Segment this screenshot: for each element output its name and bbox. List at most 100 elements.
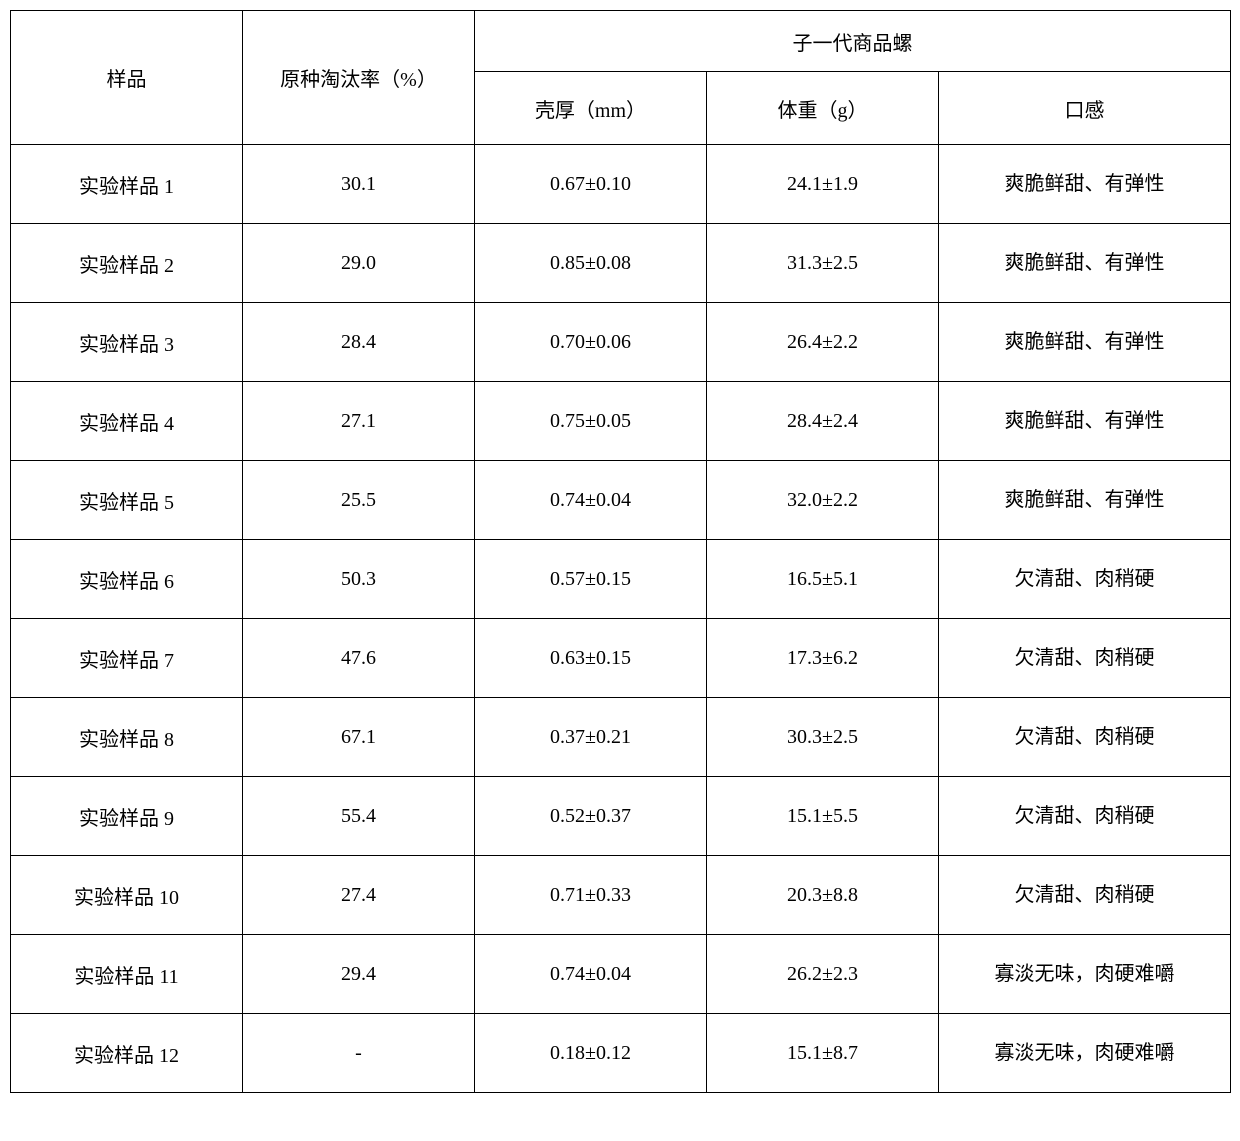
cell-weight: 32.0±2.2 — [707, 461, 939, 540]
cell-weight: 31.3±2.5 — [707, 224, 939, 303]
cell-shell-value: 0.52±0.37 — [475, 805, 706, 828]
cell-shell-value: 0.57±0.15 — [475, 568, 706, 591]
cell-shell-value: 0.85±0.08 — [475, 252, 706, 275]
cell-weight-value: 20.3±8.8 — [707, 884, 938, 907]
cell-rate-value: 28.4 — [243, 331, 474, 354]
table-row: 实验样品 525.50.74±0.0432.0±2.2 爽脆鲜甜、有弹性 — [11, 461, 1231, 540]
cell-sample-value: 实验样品 12 — [11, 1039, 242, 1068]
cell-taste: 欠清甜、肉稍硬 — [939, 540, 1231, 619]
cell-sample-value: 实验样品 9 — [11, 802, 242, 831]
cell-weight-value: 26.4±2.2 — [707, 331, 938, 354]
cell-taste: 欠清甜、肉稍硬 — [939, 619, 1231, 698]
cell-sample: 实验样品 5 — [11, 461, 243, 540]
cell-taste-value: 爽脆鲜甜、有弹性 — [991, 331, 1179, 353]
cell-rate-value: 47.6 — [243, 647, 474, 670]
col-taste-header: 口感 — [939, 72, 1231, 145]
col-rate-header: 原种淘汰率（%） — [243, 11, 475, 145]
cell-shell-value: 0.74±0.04 — [475, 489, 706, 512]
cell-shell: 0.74±0.04 — [475, 935, 707, 1014]
cell-shell-value: 0.75±0.05 — [475, 410, 706, 433]
table-row: 实验样品 867.10.37±0.2130.3±2.5 欠清甜、肉稍硬 — [11, 698, 1231, 777]
cell-rate: 25.5 — [243, 461, 475, 540]
table-row: 实验样品 955.40.52±0.3715.1±5.5 欠清甜、肉稍硬 — [11, 777, 1231, 856]
cell-taste: 寡淡无味，肉硬难嚼 — [939, 1014, 1231, 1093]
cell-taste: 欠清甜、肉稍硬 — [939, 777, 1231, 856]
data-table: 样品 原种淘汰率（%） 子一代商品螺 壳厚（mm） 体重（g） 口感 实验样品 … — [10, 10, 1231, 1093]
cell-weight: 28.4±2.4 — [707, 382, 939, 461]
cell-taste: 爽脆鲜甜、有弹性 — [939, 461, 1231, 540]
col-group-label: 子一代商品螺 — [475, 27, 1230, 56]
cell-shell: 0.37±0.21 — [475, 698, 707, 777]
cell-sample: 实验样品 12 — [11, 1014, 243, 1093]
cell-sample-value: 实验样品 10 — [11, 881, 242, 910]
cell-taste-value: 欠清甜、肉稍硬 — [1001, 647, 1169, 669]
cell-weight-value: 17.3±6.2 — [707, 647, 938, 670]
cell-weight: 26.2±2.3 — [707, 935, 939, 1014]
cell-shell: 0.75±0.05 — [475, 382, 707, 461]
cell-sample-value: 实验样品 1 — [11, 170, 242, 199]
cell-weight: 30.3±2.5 — [707, 698, 939, 777]
cell-sample-value: 实验样品 5 — [11, 486, 242, 515]
cell-shell-value: 0.37±0.21 — [475, 726, 706, 749]
col-sample-label: 样品 — [11, 63, 242, 92]
cell-weight-value: 15.1±5.5 — [707, 805, 938, 828]
cell-sample: 实验样品 2 — [11, 224, 243, 303]
cell-shell-value: 0.74±0.04 — [475, 963, 706, 986]
table-row: 实验样品 1129.40.74±0.0426.2±2.3寡淡无味，肉硬难嚼 — [11, 935, 1231, 1014]
cell-shell-value: 0.67±0.10 — [475, 173, 706, 196]
col-rate-label: 原种淘汰率（%） — [243, 63, 474, 92]
cell-taste-value: 爽脆鲜甜、有弹性 — [991, 489, 1179, 511]
cell-rate-value: 27.1 — [243, 410, 474, 433]
cell-rate-value: 29.0 — [243, 252, 474, 275]
cell-weight-value: 32.0±2.2 — [707, 489, 938, 512]
cell-shell-value: 0.71±0.33 — [475, 884, 706, 907]
cell-shell-value: 0.63±0.15 — [475, 647, 706, 670]
cell-sample: 实验样品 1 — [11, 145, 243, 224]
cell-taste: 爽脆鲜甜、有弹性 — [939, 145, 1231, 224]
cell-taste-value: 爽脆鲜甜、有弹性 — [991, 173, 1179, 195]
cell-taste-value: 欠清甜、肉稍硬 — [1001, 805, 1169, 827]
cell-taste: 欠清甜、肉稍硬 — [939, 698, 1231, 777]
cell-taste-value: 欠清甜、肉稍硬 — [1001, 726, 1169, 748]
cell-taste-value: 爽脆鲜甜、有弹性 — [991, 252, 1179, 274]
cell-taste: 寡淡无味，肉硬难嚼 — [939, 935, 1231, 1014]
cell-shell: 0.57±0.15 — [475, 540, 707, 619]
cell-taste-value: 欠清甜、肉稍硬 — [1001, 884, 1169, 906]
cell-weight-value: 24.1±1.9 — [707, 173, 938, 196]
cell-weight-value: 26.2±2.3 — [707, 963, 938, 986]
cell-sample: 实验样品 8 — [11, 698, 243, 777]
cell-sample: 实验样品 4 — [11, 382, 243, 461]
cell-sample-value: 实验样品 2 — [11, 249, 242, 278]
col-sample-header: 样品 — [11, 11, 243, 145]
cell-rate: 47.6 — [243, 619, 475, 698]
cell-rate-value: - — [243, 1042, 474, 1065]
cell-weight: 16.5±5.1 — [707, 540, 939, 619]
table-row: 实验样品 1027.40.71±0.3320.3±8.8欠清甜、肉稍硬 — [11, 856, 1231, 935]
cell-weight-value: 16.5±5.1 — [707, 568, 938, 591]
cell-taste-value: 爽脆鲜甜、有弹性 — [991, 410, 1179, 432]
cell-taste-value: 寡淡无味，肉硬难嚼 — [981, 1042, 1189, 1064]
cell-sample: 实验样品 10 — [11, 856, 243, 935]
cell-shell: 0.71±0.33 — [475, 856, 707, 935]
cell-taste: 爽脆鲜甜、有弹性 — [939, 303, 1231, 382]
table-row: 实验样品 130.10.67±0.1024.1±1.9 爽脆鲜甜、有弹性 — [11, 145, 1231, 224]
cell-rate: - — [243, 1014, 475, 1093]
cell-weight: 24.1±1.9 — [707, 145, 939, 224]
cell-sample: 实验样品 3 — [11, 303, 243, 382]
cell-weight: 17.3±6.2 — [707, 619, 939, 698]
cell-rate-value: 55.4 — [243, 805, 474, 828]
cell-weight-value: 30.3±2.5 — [707, 726, 938, 749]
table-row: 实验样品 650.30.57±0.1516.5±5.1欠清甜、肉稍硬 — [11, 540, 1231, 619]
cell-rate: 28.4 — [243, 303, 475, 382]
col-shell-header: 壳厚（mm） — [475, 72, 707, 145]
header-row-1: 样品 原种淘汰率（%） 子一代商品螺 — [11, 11, 1231, 72]
cell-sample: 实验样品 9 — [11, 777, 243, 856]
cell-taste: 爽脆鲜甜、有弹性 — [939, 224, 1231, 303]
cell-sample: 实验样品 6 — [11, 540, 243, 619]
cell-rate-value: 50.3 — [243, 568, 474, 591]
cell-rate: 67.1 — [243, 698, 475, 777]
cell-shell: 0.63±0.15 — [475, 619, 707, 698]
table-row: 实验样品 12-0.18±0.1215.1±8.7寡淡无味，肉硬难嚼 — [11, 1014, 1231, 1093]
cell-rate: 29.0 — [243, 224, 475, 303]
cell-rate-value: 30.1 — [243, 173, 474, 196]
